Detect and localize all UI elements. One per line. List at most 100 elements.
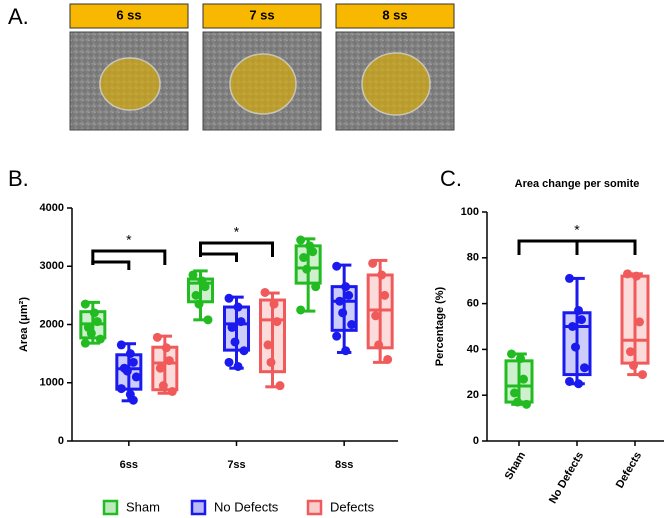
data-point (507, 349, 516, 359)
data-point (377, 270, 387, 280)
data-point (383, 354, 393, 364)
data-point (128, 395, 138, 405)
x-tick-label: 7ss (227, 459, 245, 471)
box-group (504, 349, 534, 409)
y-tick-label: 0 (473, 435, 479, 447)
data-point (302, 264, 312, 274)
data-point (629, 360, 638, 370)
data-point (233, 361, 243, 371)
data-point (155, 363, 165, 373)
data-point (341, 282, 351, 292)
data-point (191, 290, 201, 300)
data-point (86, 328, 96, 338)
y-tick-label: 80 (467, 252, 479, 264)
somite-overlay (361, 52, 431, 116)
data-point (341, 346, 351, 356)
data-point (380, 290, 390, 300)
data-point (239, 346, 249, 356)
data-point (200, 282, 210, 292)
box-group (366, 258, 394, 364)
image-label: 7 ss (249, 7, 274, 22)
data-point (89, 308, 99, 318)
significance-bracket (91, 249, 167, 265)
data-point (116, 340, 126, 350)
data-point (635, 317, 644, 327)
data-point (164, 356, 174, 366)
data-point (522, 399, 531, 409)
box (504, 359, 534, 404)
data-point (167, 386, 177, 396)
header-bar (335, 3, 455, 29)
data-point (344, 290, 354, 300)
panel-label: B. (8, 166, 29, 191)
data-point (632, 271, 641, 281)
box-group (259, 287, 286, 391)
data-point (260, 287, 270, 297)
y-tick-label: 0 (58, 435, 64, 447)
data-point (236, 317, 246, 327)
significance-bracket (199, 252, 238, 262)
y-tick-label: 4000 (40, 202, 64, 214)
data-point (296, 235, 306, 245)
y-tick-label: 40 (467, 343, 479, 355)
data-point (152, 332, 162, 342)
data-point (128, 357, 138, 367)
panel-label: C. (440, 166, 462, 191)
significance-label: * (234, 224, 240, 240)
data-point (122, 366, 132, 376)
data-point (565, 273, 574, 283)
data-point (308, 247, 318, 257)
significance-bracket (199, 241, 274, 257)
y-tick-label: 100 (461, 206, 479, 218)
image-label: 6 ss (116, 7, 141, 22)
data-point (269, 299, 279, 309)
data-point (266, 357, 276, 367)
data-point (227, 322, 237, 332)
data-point (335, 296, 345, 306)
data-point (311, 282, 321, 292)
data-point (224, 357, 234, 367)
somite-overlay (99, 57, 161, 111)
data-point (161, 343, 171, 353)
legend-swatch (190, 499, 207, 516)
data-point (374, 340, 384, 350)
header-bar (202, 3, 322, 29)
data-point (131, 372, 141, 382)
data-point (272, 317, 282, 327)
x-tick-label: Defects (614, 450, 644, 490)
data-point (338, 308, 348, 318)
y-tick-label: 2000 (40, 318, 64, 330)
data-point (233, 302, 243, 312)
data-point (224, 293, 234, 303)
box-group (562, 273, 592, 389)
y-axis-label: Percentage (%) (434, 286, 446, 366)
data-point (116, 384, 126, 394)
legend-swatch (306, 499, 323, 516)
data-point (513, 397, 522, 407)
data-point (95, 334, 105, 344)
legend-swatch (102, 499, 119, 516)
data-point (368, 258, 378, 268)
data-point (188, 270, 198, 280)
data-point (332, 331, 342, 341)
data-point (347, 320, 357, 329)
data-point (574, 305, 583, 315)
box-group (79, 299, 107, 348)
significance-label: * (126, 232, 132, 248)
data-point (203, 315, 213, 325)
data-point (80, 338, 90, 348)
data-point (519, 374, 528, 384)
data-point (299, 253, 309, 263)
data-point (92, 317, 102, 327)
y-axis-label: Area (μm²) (18, 297, 30, 352)
data-point (158, 381, 168, 391)
significance-label: * (574, 222, 580, 238)
somite-overlay (229, 53, 297, 115)
data-point (296, 305, 306, 315)
legend-label: Sham (126, 499, 160, 514)
data-point (571, 342, 580, 352)
y-tick-label: 1000 (40, 377, 64, 389)
y-tick-label: 20 (467, 389, 479, 401)
data-point (516, 354, 525, 364)
